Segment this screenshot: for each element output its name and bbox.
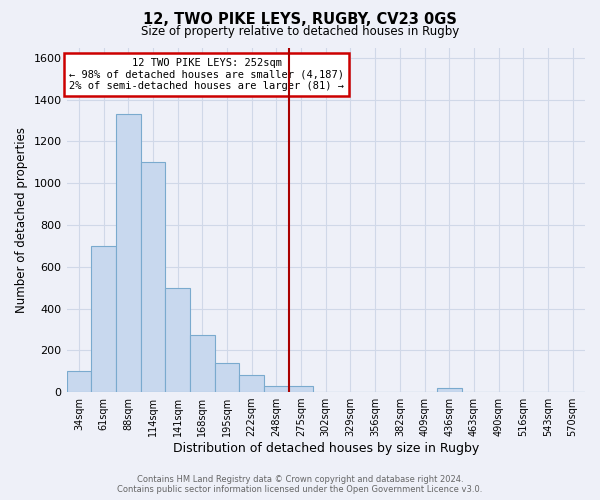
Bar xyxy=(165,288,190,392)
Bar xyxy=(437,388,461,392)
Bar xyxy=(190,334,215,392)
Text: 12, TWO PIKE LEYS, RUGBY, CV23 0GS: 12, TWO PIKE LEYS, RUGBY, CV23 0GS xyxy=(143,12,457,28)
Text: 12 TWO PIKE LEYS: 252sqm
← 98% of detached houses are smaller (4,187)
2% of semi: 12 TWO PIKE LEYS: 252sqm ← 98% of detach… xyxy=(69,58,344,91)
X-axis label: Distribution of detached houses by size in Rugby: Distribution of detached houses by size … xyxy=(173,442,479,455)
Bar xyxy=(239,376,264,392)
Bar xyxy=(140,162,165,392)
Text: Contains HM Land Registry data © Crown copyright and database right 2024.
Contai: Contains HM Land Registry data © Crown c… xyxy=(118,474,482,494)
Bar xyxy=(67,371,91,392)
Bar xyxy=(264,386,289,392)
Y-axis label: Number of detached properties: Number of detached properties xyxy=(15,127,28,313)
Text: Size of property relative to detached houses in Rugby: Size of property relative to detached ho… xyxy=(141,25,459,38)
Bar xyxy=(289,386,313,392)
Bar xyxy=(215,363,239,392)
Bar xyxy=(91,246,116,392)
Bar xyxy=(116,114,140,392)
